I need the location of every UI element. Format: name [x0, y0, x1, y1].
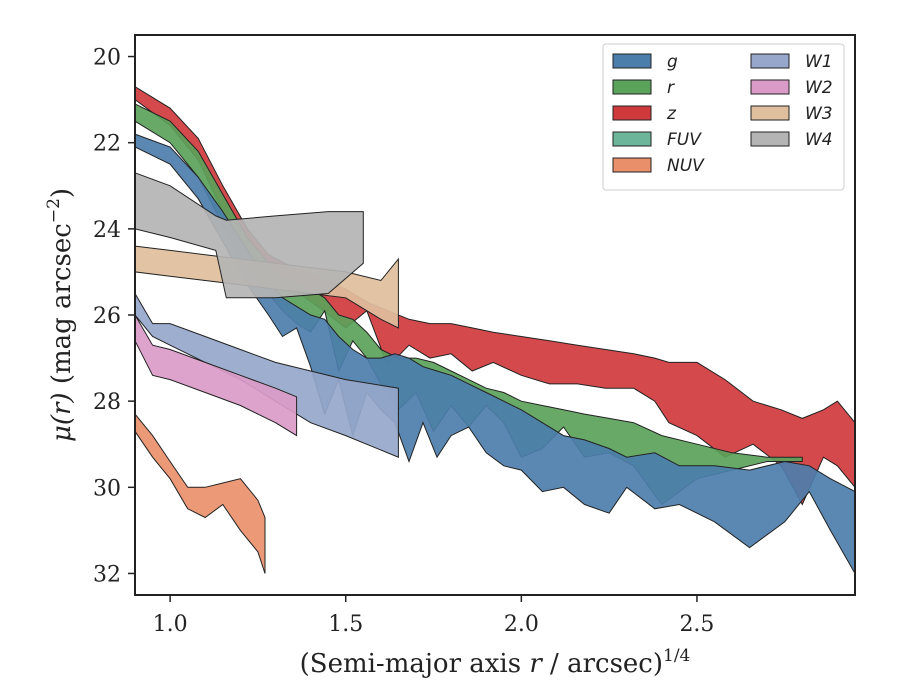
- legend-swatch-g: [612, 53, 652, 69]
- y-tick-label: 28: [93, 390, 121, 415]
- x-axis-label: (Semi-major axis r / arcsec)1/4: [300, 646, 691, 679]
- legend-swatch-w2: [750, 79, 790, 95]
- y-tick-label: 20: [93, 46, 121, 71]
- legend-swatch-w3: [750, 105, 790, 121]
- y-axis-label: μ(r) (mag arcsec−2): [44, 188, 77, 442]
- band-nuv-area: [134, 412, 266, 574]
- legend-label-w3: W3: [805, 104, 833, 124]
- x-tick-label: 2.0: [504, 612, 539, 637]
- y-tick-label: 22: [93, 132, 121, 157]
- legend-swatch-w1: [750, 53, 790, 69]
- legend-label-w4: W4: [805, 130, 833, 150]
- y-tick-label: 26: [93, 304, 121, 329]
- legend-swatch-r: [612, 79, 652, 95]
- x-tick-label: 1.0: [153, 612, 188, 637]
- legend-swatch-z: [612, 105, 652, 121]
- y-tick-label: 30: [93, 476, 121, 501]
- legend-label-g: g: [667, 52, 678, 72]
- x-tick-label: 2.5: [679, 612, 714, 637]
- y-axis-ticks: 20 22 24 26 28 30 32: [93, 46, 135, 587]
- legend-label-w2: W2: [805, 78, 833, 98]
- x-axis-ticks: 1.0 1.5 2.0 2.5: [153, 595, 714, 637]
- y-tick-label: 24: [93, 218, 121, 243]
- legend-swatch-fuv: [612, 131, 652, 147]
- x-tick-label: 1.5: [328, 612, 363, 637]
- band-w2-area: [134, 313, 298, 437]
- band-areas: [134, 85, 856, 576]
- legend-label-nuv: NUV: [667, 156, 705, 176]
- legend-swatch-w4: [750, 131, 790, 147]
- legend-label-z: z: [666, 104, 677, 124]
- legend-label-w1: W1: [805, 52, 833, 72]
- legend: grz FUV NUV W1 W2 W3 W4: [602, 43, 845, 191]
- legend-label-r: r: [667, 78, 675, 98]
- legend-swatch-nuv: [612, 157, 652, 173]
- band-w1-area: [134, 291, 399, 458]
- y-tick-label: 32: [93, 562, 121, 587]
- band-w4-area: [134, 172, 364, 299]
- legend-label-fuv: FUV: [667, 130, 702, 150]
